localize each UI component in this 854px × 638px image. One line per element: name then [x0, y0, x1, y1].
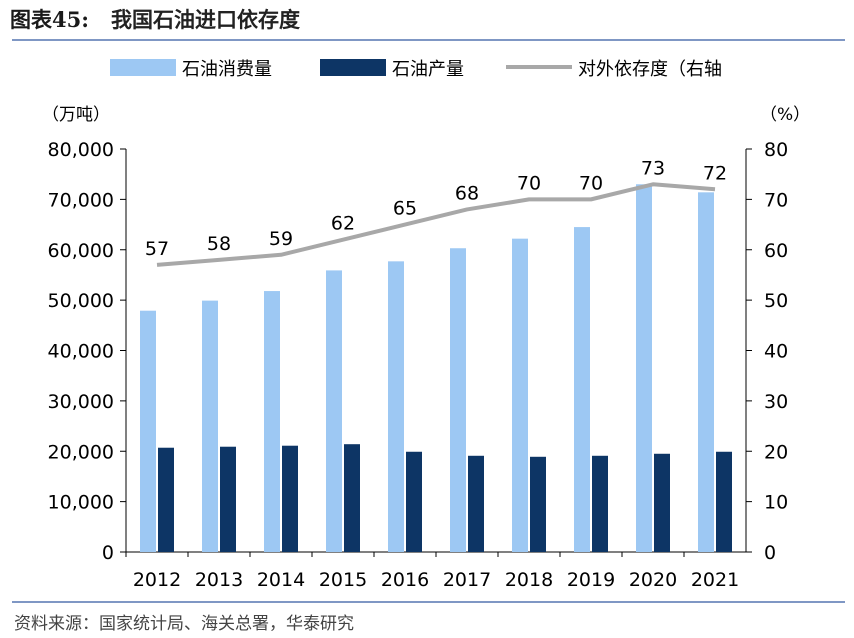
figure-title: 图表45: 我国石油进口依存度	[10, 4, 300, 34]
x-tick-label: 2019	[567, 569, 615, 591]
left-tick-label: 60,000	[48, 240, 114, 262]
right-tick-label: 50	[764, 290, 788, 312]
bar-consumption	[388, 261, 404, 552]
source-divider	[12, 601, 845, 603]
bar-production	[530, 456, 546, 552]
chart-bars	[140, 184, 732, 553]
line-data-label: 72	[703, 162, 727, 184]
bar-production	[220, 446, 236, 552]
right-tick-label: 80	[764, 139, 788, 161]
right-tick-label: 40	[764, 341, 788, 363]
line-data-label: 65	[393, 198, 417, 220]
x-tick-label: 2021	[691, 569, 739, 591]
right-tick-label: 20	[764, 441, 788, 463]
bar-consumption	[326, 270, 342, 552]
line-data-label: 57	[145, 238, 169, 260]
right-tick-label: 0	[764, 542, 776, 564]
legend-dependency-label: 对外依存度（右轴	[578, 59, 722, 80]
chart-line: 57 58 59 62 65 68 70 70 73 72	[145, 157, 727, 267]
line-data-label: 68	[455, 182, 479, 204]
bar-production	[468, 455, 484, 552]
bar-consumption	[202, 300, 218, 552]
left-tick-label: 80,000	[48, 139, 114, 161]
legend-consumption-swatch	[110, 59, 176, 76]
legend-production-swatch	[320, 59, 386, 76]
x-tick-label: 2015	[319, 569, 367, 591]
line-data-label: 58	[207, 233, 231, 255]
line-data-label: 59	[269, 228, 293, 250]
left-axis-unit: （万吨）	[42, 105, 110, 125]
bar-consumption	[264, 291, 280, 552]
bar-production	[282, 445, 298, 552]
bar-production	[406, 451, 422, 552]
source-note: 资料来源：国家统计局、海关总署，华泰研究	[14, 614, 354, 634]
dependency-line	[156, 182, 716, 267]
right-tick-label: 70	[764, 189, 788, 211]
left-tick-label: 0	[102, 542, 114, 564]
left-tick-label: 30,000	[48, 391, 114, 413]
bar-consumption	[450, 248, 466, 552]
line-data-label: 62	[331, 213, 355, 235]
x-tick-label: 2020	[629, 569, 677, 591]
legend-consumption-label: 石油消费量	[182, 59, 272, 80]
x-tick-label: 2016	[381, 569, 429, 591]
left-tick-label: 10,000	[48, 492, 114, 514]
right-tick-label: 10	[764, 492, 788, 514]
bar-production	[654, 453, 670, 552]
line-data-label: 70	[579, 172, 603, 194]
x-tick-label: 2017	[443, 569, 491, 591]
bar-consumption	[698, 192, 714, 552]
figure-label: 图表45:	[10, 7, 89, 32]
bar-consumption	[636, 184, 652, 552]
line-data-label: 73	[641, 157, 665, 179]
right-axis-unit: （%）	[760, 105, 810, 125]
left-tick-label: 50,000	[48, 290, 114, 312]
right-tick-label: 30	[764, 391, 788, 413]
figure-name: 我国石油进口依存度	[110, 7, 300, 32]
title-divider	[12, 39, 845, 41]
left-tick-label: 20,000	[48, 441, 114, 463]
legend-production-label: 石油产量	[392, 59, 464, 80]
bar-production	[344, 444, 360, 552]
left-tick-label: 70,000	[48, 189, 114, 211]
bar-production	[592, 455, 608, 552]
bar-consumption	[574, 227, 590, 553]
bar-production	[716, 451, 732, 552]
chart-axes: 0 0 10,000 10 20,000 20 30,000 30 40,000 40 50,000…	[48, 139, 789, 591]
bar-consumption	[140, 310, 156, 552]
x-tick-label: 2012	[133, 569, 181, 591]
chart-legend: 石油消费量 石油产量 对外依存度（右轴	[110, 59, 722, 80]
x-tick-label: 2018	[505, 569, 553, 591]
bar-production	[158, 447, 174, 552]
left-tick-label: 40,000	[48, 341, 114, 363]
bar-consumption	[512, 238, 528, 553]
x-tick-label: 2013	[195, 569, 243, 591]
x-tick-label: 2014	[257, 569, 305, 591]
line-data-label: 70	[517, 172, 541, 194]
chart-canvas: 石油消费量 石油产量 对外依存度（右轴 （万吨） （%） 0 0 10,000 10 20,…	[42, 59, 810, 591]
right-tick-label: 60	[764, 240, 788, 262]
